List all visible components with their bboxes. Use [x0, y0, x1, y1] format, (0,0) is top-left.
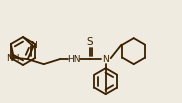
- Text: HN: HN: [67, 55, 80, 64]
- Text: N: N: [31, 41, 37, 50]
- Text: S: S: [86, 37, 93, 47]
- Text: NH: NH: [6, 54, 19, 63]
- Text: N: N: [102, 55, 109, 64]
